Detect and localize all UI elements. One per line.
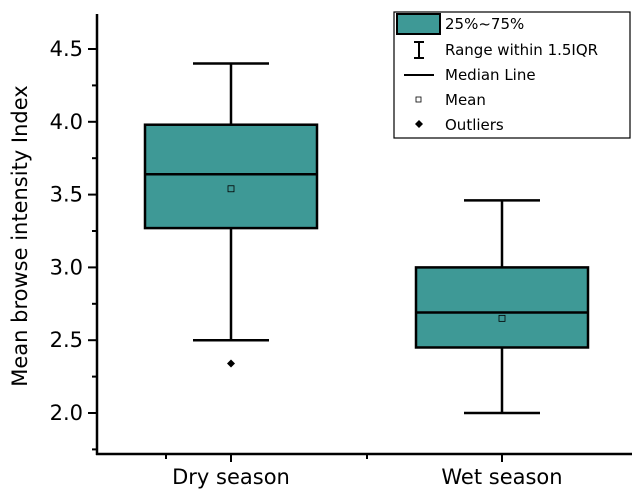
y-tick-label: 3.0 bbox=[50, 255, 83, 279]
x-ticks: Dry season Wet season bbox=[165, 454, 563, 489]
y-tick-label: 3.5 bbox=[50, 183, 83, 207]
box-2 bbox=[414, 199, 590, 415]
box-1 bbox=[143, 62, 319, 368]
legend-entry-label: 25%~75% bbox=[445, 15, 524, 33]
iqr-box bbox=[143, 123, 319, 230]
legend-entry-label: Median Line bbox=[445, 66, 536, 84]
legend-outlier-symbol bbox=[415, 120, 423, 128]
y-axis-title: Mean browse intensity Index bbox=[8, 85, 32, 387]
y-ticks: 2.0 2.5 3.0 3.5 4.0 4.5 bbox=[50, 37, 97, 451]
legend-mean-symbol bbox=[415, 96, 422, 103]
plot-area bbox=[143, 62, 590, 415]
outlier-point bbox=[227, 359, 235, 368]
y-tick-label: 2.5 bbox=[50, 328, 83, 352]
iqr-box bbox=[414, 266, 590, 349]
legend-box-swatch bbox=[396, 13, 441, 35]
legend: 25%~75% Range within 1.5IQR Median Line Mea… bbox=[393, 11, 631, 139]
axes bbox=[95, 14, 632, 456]
y-tick-label: 2.0 bbox=[50, 401, 83, 425]
mean-marker bbox=[227, 185, 235, 193]
y-tick-label: 4.5 bbox=[50, 37, 83, 61]
x-tick-label: Dry season bbox=[172, 465, 290, 489]
y-tick-label: 4.0 bbox=[50, 110, 83, 134]
mean-marker bbox=[498, 314, 506, 322]
legend-entry-label: Range within 1.5IQR bbox=[445, 41, 598, 59]
x-tick-label: Wet season bbox=[441, 465, 562, 489]
legend-entry-label: Outliers bbox=[445, 116, 504, 134]
legend-entry-label: Mean bbox=[445, 91, 486, 109]
